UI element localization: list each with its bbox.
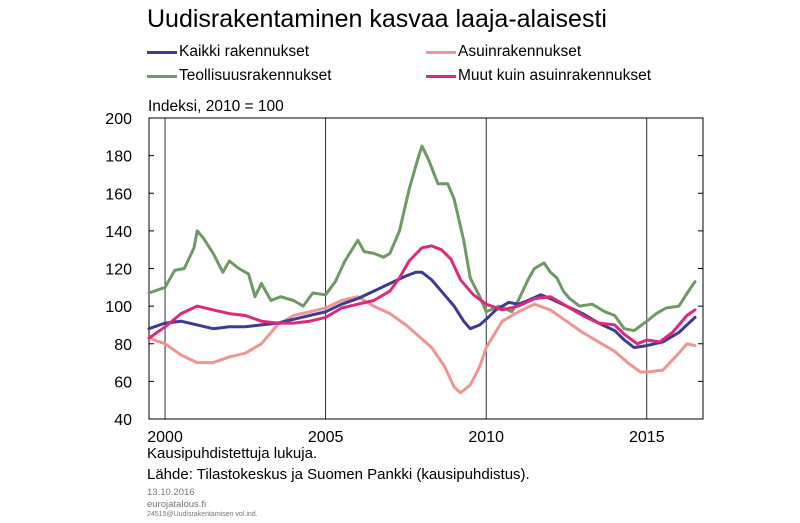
legend-item-asuin: Asuinrakennukset [426, 42, 581, 62]
legend-label-teollisuus: Teollisuusrakennukset [179, 67, 332, 84]
y-tick-label-60: 60 [114, 374, 132, 391]
legend-swatch-teollisuus [147, 74, 177, 78]
note-source: Lähde: Tilastokeskus ja Suomen Pankki (k… [147, 466, 530, 483]
x-tick-label-2010: 2010 [468, 429, 504, 446]
legend-swatch-muut [426, 74, 456, 78]
legend-item-muut: Muut kuin asuinrakennukset [426, 66, 651, 86]
y-tick-label-160: 160 [105, 186, 132, 203]
y-tick-label-120: 120 [105, 262, 132, 279]
chart-title: Uudisrakentaminen kasvaa laaja-alaisesti [147, 5, 607, 33]
publish-date: 13.10.2016 [147, 487, 195, 498]
x-tick-label-2015: 2015 [629, 429, 665, 446]
series-line-muut [147, 244, 697, 346]
y-tick-label-200: 200 [105, 111, 132, 128]
y-unit-label: Indeksi, 2010 = 100 [148, 98, 284, 115]
y-tick-label-140: 140 [105, 224, 132, 241]
series-line-kaikki [147, 270, 697, 349]
legend-label-kaikki: Kaikki rakennukset [179, 43, 310, 60]
y-tick-label-100: 100 [105, 299, 132, 316]
series-line-teollisuus [147, 144, 697, 333]
note-seasonally-adjusted: Kausipuhdistettuja lukuja. [147, 445, 318, 462]
legend-label-muut: Muut kuin asuinrakennukset [458, 67, 652, 84]
legend-item-teollisuus: Teollisuusrakennukset [147, 66, 332, 86]
legend-swatch-kaikki [147, 50, 177, 54]
y-tick-label-40: 40 [114, 412, 132, 429]
plot-frame [148, 117, 704, 420]
x-tick-label-2000: 2000 [147, 429, 183, 446]
file-id: 24515@Uudisrakentamisen vol.ind. [147, 511, 258, 518]
series-line-asuin [147, 295, 697, 395]
x-tick-label-2005: 2005 [308, 429, 344, 446]
legend-swatch-asuin [426, 50, 456, 54]
y-tick-label-80: 80 [114, 337, 132, 354]
y-tick-label-180: 180 [105, 149, 132, 166]
legend-item-kaikki: Kaikki rakennukset [147, 42, 309, 62]
legend-label-asuin: Asuinrakennukset [458, 43, 582, 60]
site-name: eurojatalous.fi [147, 499, 207, 510]
